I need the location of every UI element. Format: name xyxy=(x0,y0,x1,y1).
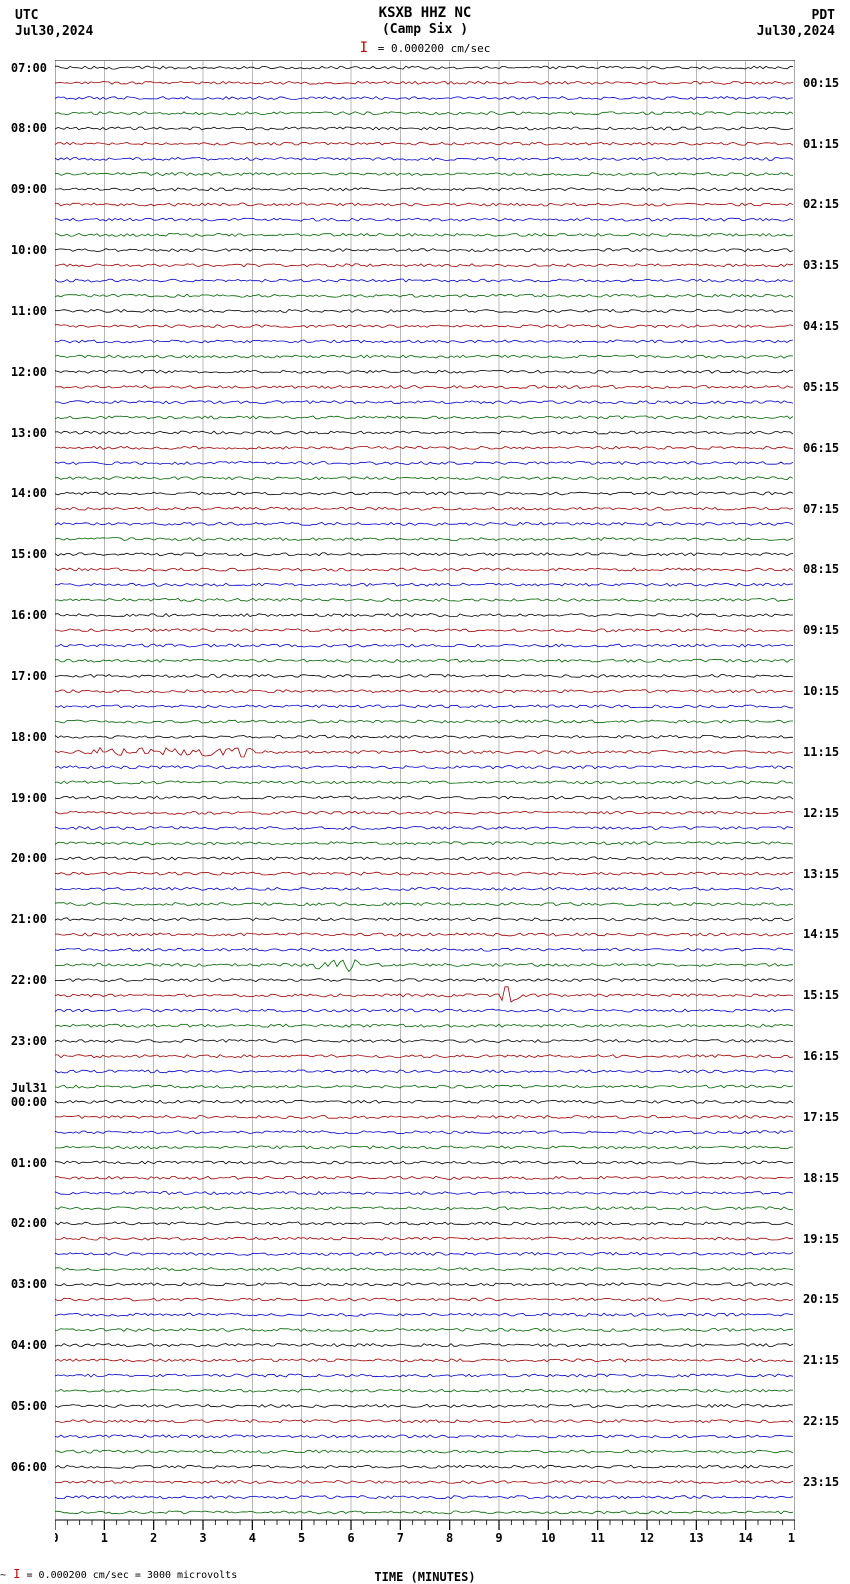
x-axis-ticks: 0123456789101112131415 xyxy=(55,1520,795,1545)
left-time-label: 13:00 xyxy=(7,426,51,440)
left-time-label: 17:00 xyxy=(7,669,51,683)
right-time-label: 01:15 xyxy=(799,137,843,151)
left-time-label: 08:00 xyxy=(7,121,51,135)
left-time-axis: 07:00 08:00 09:00 10:00 11:00 12:00 13:00 14:00… xyxy=(0,60,55,1520)
svg-text:3: 3 xyxy=(199,1531,206,1545)
left-time-label: 05:00 xyxy=(7,1399,51,1413)
svg-text:2: 2 xyxy=(150,1531,157,1545)
left-time-label: 03:00 xyxy=(7,1277,51,1291)
svg-text:10: 10 xyxy=(541,1531,555,1545)
right-time-label: 12:15 xyxy=(799,806,843,820)
right-time-label: 10:15 xyxy=(799,684,843,698)
left-time-label: 19:00 xyxy=(7,791,51,805)
seismogram-svg xyxy=(55,60,795,1520)
right-time-label: 14:15 xyxy=(799,927,843,941)
right-time-label: 02:15 xyxy=(799,197,843,211)
footer-bar-icon: I xyxy=(6,1567,20,1581)
right-time-label: 21:15 xyxy=(799,1353,843,1367)
right-time-label: 16:15 xyxy=(799,1049,843,1063)
right-time-label: 04:15 xyxy=(799,319,843,333)
svg-text:8: 8 xyxy=(446,1531,453,1545)
left-time-label: 18:00 xyxy=(7,730,51,744)
left-time-label: 23:00 xyxy=(7,1034,51,1048)
svg-text:11: 11 xyxy=(590,1531,604,1545)
left-time-label: 02:00 xyxy=(7,1216,51,1230)
right-time-label: 03:15 xyxy=(799,258,843,272)
svg-text:13: 13 xyxy=(689,1531,703,1545)
svg-text:15: 15 xyxy=(788,1531,795,1545)
left-time-label: 12:00 xyxy=(7,365,51,379)
left-time-label: 20:00 xyxy=(7,851,51,865)
left-time-label: 16:00 xyxy=(7,608,51,622)
svg-text:9: 9 xyxy=(495,1531,502,1545)
svg-text:1: 1 xyxy=(101,1531,108,1545)
station-subtitle: (Camp Six ) xyxy=(0,22,850,37)
right-time-label: 22:15 xyxy=(799,1414,843,1428)
station-title: KSXB HHZ NC xyxy=(0,5,850,21)
right-time-label: 18:15 xyxy=(799,1171,843,1185)
right-time-label: 07:15 xyxy=(799,502,843,516)
left-time-label: 06:00 xyxy=(7,1460,51,1474)
left-time-label: 10:00 xyxy=(7,243,51,257)
date-break-label: Jul31 xyxy=(7,1081,51,1095)
right-time-label: 23:15 xyxy=(799,1475,843,1489)
right-time-label: 11:15 xyxy=(799,745,843,759)
right-time-label: 05:15 xyxy=(799,380,843,394)
left-time-label: 21:00 xyxy=(7,912,51,926)
svg-text:12: 12 xyxy=(640,1531,654,1545)
right-time-label: 09:15 xyxy=(799,623,843,637)
footer-scale: ~ I = 0.000200 cm/sec = 3000 microvolts xyxy=(0,1567,237,1581)
left-time-label: 00:00 xyxy=(7,1095,51,1109)
svg-text:6: 6 xyxy=(347,1531,354,1545)
svg-text:4: 4 xyxy=(249,1531,256,1545)
svg-text:7: 7 xyxy=(397,1531,404,1545)
right-time-label: 13:15 xyxy=(799,867,843,881)
svg-text:14: 14 xyxy=(738,1531,752,1545)
svg-text:5: 5 xyxy=(298,1531,305,1545)
right-time-axis: 00:15 01:15 02:15 03:15 04:15 05:15 06:15 07:15… xyxy=(795,60,850,1520)
svg-text:0: 0 xyxy=(55,1531,59,1545)
scale-bar: I = 0.000200 cm/sec xyxy=(0,40,850,56)
scale-bar-icon: I xyxy=(360,40,368,56)
left-time-label: 22:00 xyxy=(7,973,51,987)
right-time-label: 17:15 xyxy=(799,1110,843,1124)
right-time-label: 15:15 xyxy=(799,988,843,1002)
left-time-label: 15:00 xyxy=(7,547,51,561)
right-time-label: 00:15 xyxy=(799,76,843,90)
right-time-label: 19:15 xyxy=(799,1232,843,1246)
left-time-label: 04:00 xyxy=(7,1338,51,1352)
footer-scale-text: = 0.000200 cm/sec = 3000 microvolts xyxy=(20,1570,237,1581)
right-time-label: 08:15 xyxy=(799,562,843,576)
left-time-label: 11:00 xyxy=(7,304,51,318)
left-time-label: 01:00 xyxy=(7,1156,51,1170)
left-time-label: 09:00 xyxy=(7,182,51,196)
left-time-label: 07:00 xyxy=(7,61,51,75)
right-time-label: 20:15 xyxy=(799,1292,843,1306)
seismogram-plot xyxy=(55,60,795,1520)
left-time-label: 14:00 xyxy=(7,486,51,500)
x-axis: 0123456789101112131415 TIME (MINUTES) xyxy=(55,1520,795,1565)
scale-bar-text: = 0.000200 cm/sec xyxy=(371,42,490,55)
right-time-label: 06:15 xyxy=(799,441,843,455)
